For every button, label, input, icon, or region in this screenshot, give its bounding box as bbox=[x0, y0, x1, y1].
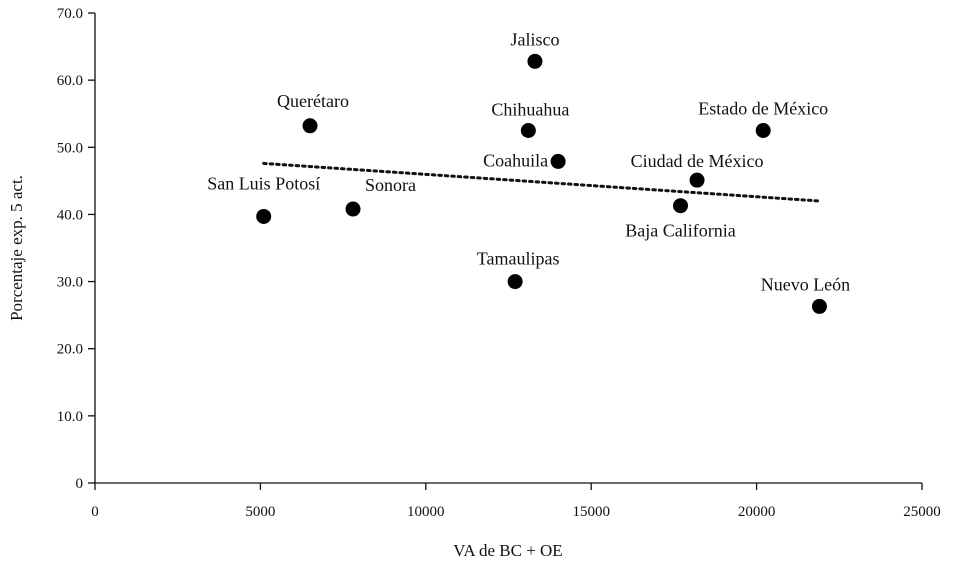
point-label: Estado de México bbox=[698, 99, 828, 119]
point-label: Ciudad de México bbox=[631, 151, 764, 171]
x-tick-label: 20000 bbox=[738, 504, 776, 520]
data-point bbox=[550, 153, 566, 169]
point-label: Querétaro bbox=[277, 91, 349, 111]
x-tick-label: 10000 bbox=[407, 504, 445, 520]
data-point bbox=[755, 123, 771, 138]
points-group bbox=[256, 53, 827, 314]
x-axis-title: VA de BC + OE bbox=[453, 541, 562, 560]
point-label: Tamaulipas bbox=[477, 249, 560, 269]
y-tick-label: 70.0 bbox=[57, 6, 83, 22]
data-point bbox=[689, 172, 705, 188]
x-tick-label: 25000 bbox=[903, 504, 941, 520]
data-point bbox=[520, 123, 536, 138]
data-point bbox=[507, 274, 523, 290]
point-label: San Luis Potosí bbox=[207, 173, 320, 193]
x-ticks: 0 5000 10000 15000 20000 25000 bbox=[91, 483, 941, 520]
x-tick-label: 15000 bbox=[572, 504, 610, 520]
point-label: Nuevo León bbox=[761, 274, 850, 294]
y-tick-label: 0 bbox=[76, 476, 84, 492]
y-tick-label: 40.0 bbox=[57, 207, 83, 223]
data-point bbox=[673, 198, 689, 214]
point-label: Baja California bbox=[625, 221, 735, 241]
trendline-group bbox=[262, 161, 821, 203]
point-label: Coahuila bbox=[483, 150, 548, 170]
y-tick-label: 30.0 bbox=[57, 275, 83, 291]
y-tick-label: 20.0 bbox=[57, 342, 83, 358]
trendline bbox=[262, 161, 821, 203]
data-point bbox=[527, 53, 543, 69]
y-tick-label: 50.0 bbox=[57, 140, 83, 156]
point-label: Sonora bbox=[365, 175, 416, 195]
axes bbox=[94, 13, 922, 484]
data-point bbox=[302, 118, 318, 134]
data-point bbox=[345, 201, 361, 217]
point-label: Chihuahua bbox=[491, 100, 569, 120]
x-tick-label: 0 bbox=[91, 504, 99, 520]
y-tick-label: 60.0 bbox=[57, 73, 83, 89]
y-ticks: 0 10.0 20.0 30.0 40.0 50.0 60.0 70.0 bbox=[57, 6, 95, 492]
data-point bbox=[811, 298, 827, 314]
data-point bbox=[256, 208, 272, 224]
y-axis-title: Porcentaje exp. 5 act. bbox=[7, 175, 26, 321]
point-label: Jalisco bbox=[510, 29, 559, 49]
point-labels-group: San Luis Potosí Querétaro Sonora Jalisco Chi… bbox=[207, 29, 850, 294]
y-tick-label: 10.0 bbox=[57, 409, 83, 425]
x-tick-label: 5000 bbox=[245, 504, 275, 520]
